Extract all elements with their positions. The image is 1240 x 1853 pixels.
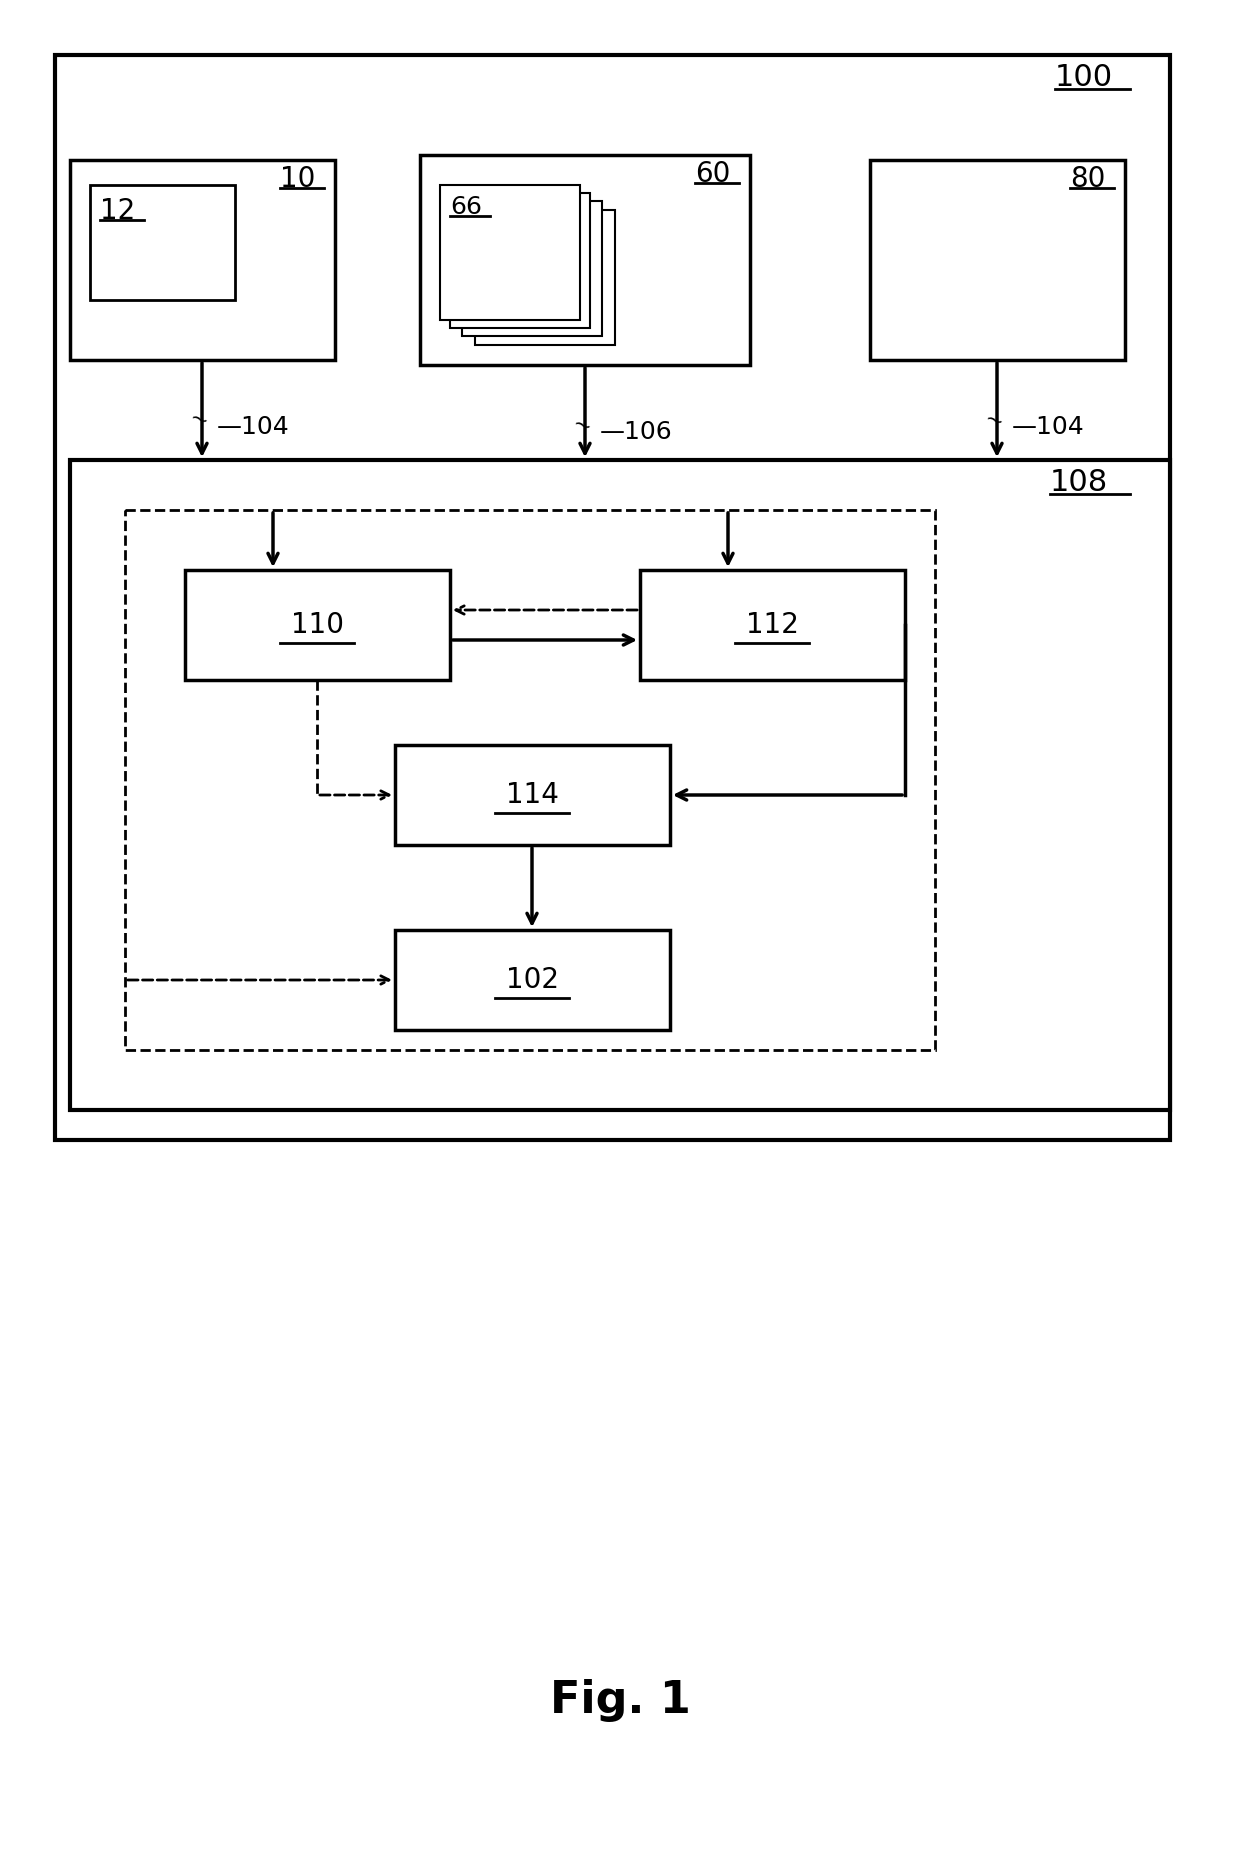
Bar — [69, 159, 335, 359]
Bar — [475, 209, 615, 345]
Text: —106: —106 — [600, 421, 673, 445]
Bar — [185, 571, 450, 680]
Text: 10: 10 — [280, 165, 315, 193]
Bar — [396, 745, 670, 845]
Bar — [450, 193, 590, 328]
Text: 66: 66 — [450, 195, 482, 219]
Text: 100: 100 — [1055, 63, 1114, 93]
Bar — [640, 571, 905, 680]
Text: 112: 112 — [745, 611, 799, 639]
Text: 80: 80 — [1070, 165, 1105, 193]
Bar — [91, 185, 236, 300]
Bar — [55, 56, 1171, 1140]
Text: —104: —104 — [1012, 415, 1085, 439]
Bar — [420, 156, 750, 365]
Text: 110: 110 — [290, 611, 343, 639]
Text: 102: 102 — [506, 965, 558, 993]
Text: Fig. 1: Fig. 1 — [549, 1679, 691, 1721]
Bar — [69, 460, 1171, 1110]
Text: ~: ~ — [982, 408, 1007, 434]
Bar — [870, 159, 1125, 359]
Text: ~: ~ — [570, 413, 594, 437]
Text: ~: ~ — [187, 408, 211, 432]
Text: 60: 60 — [694, 159, 730, 187]
Text: 108: 108 — [1050, 469, 1109, 497]
Text: 114: 114 — [506, 780, 558, 810]
Text: —104: —104 — [217, 415, 290, 439]
Bar — [463, 200, 601, 335]
Text: 12: 12 — [100, 196, 135, 224]
Bar — [396, 930, 670, 1030]
Bar — [125, 510, 935, 1051]
Bar — [440, 185, 580, 321]
